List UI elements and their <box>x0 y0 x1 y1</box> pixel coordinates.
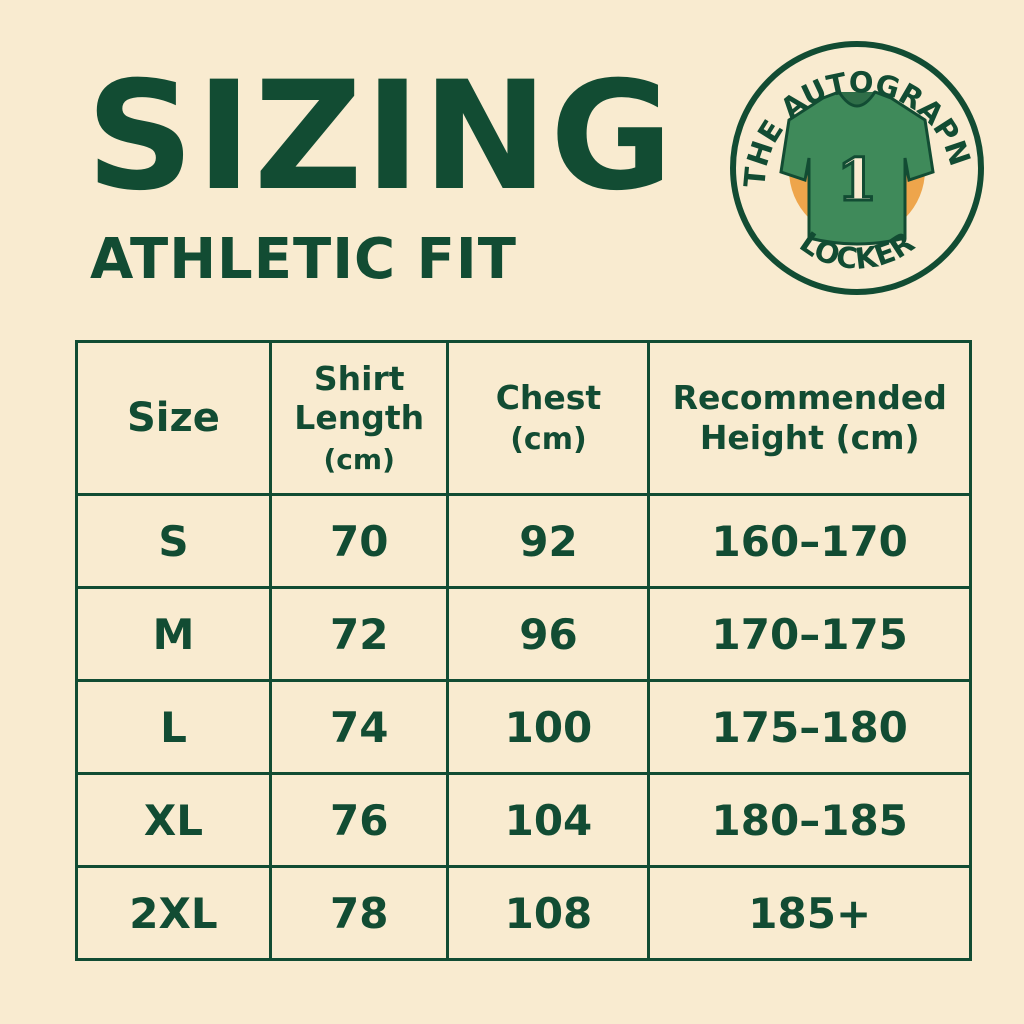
cell-chest: 104 <box>446 772 651 868</box>
table-row: 2XL 78 108 185+ <box>75 865 972 961</box>
header-size: Size <box>75 340 272 496</box>
cell-size: XL <box>75 772 272 868</box>
table-row: M 72 96 170–175 <box>75 586 972 682</box>
header-recommended-height: Recommended Height (cm) <box>647 340 972 496</box>
cell-shirt-length: 76 <box>268 772 450 868</box>
jersey-icon: 1 <box>779 90 935 246</box>
cell-shirt-length: 72 <box>268 586 450 682</box>
cell-recommended-height: 160–170 <box>647 493 972 589</box>
cell-chest: 92 <box>446 493 651 589</box>
cell-size: M <box>75 586 272 682</box>
table-row: L 74 100 175–180 <box>75 679 972 775</box>
cell-shirt-length: 78 <box>268 865 450 961</box>
page-subtitle: ATHLETIC FIT <box>90 227 517 292</box>
table-row: S 70 92 160–170 <box>75 493 972 589</box>
cell-shirt-length: 74 <box>268 679 450 775</box>
autograph-locker-logo: 1 THE AUTOGRAPN LOCKER <box>730 41 984 295</box>
cell-chest: 108 <box>446 865 651 961</box>
size-table: Size Shirt Length (cm) Chest (cm) Recommend… <box>75 340 972 961</box>
cell-chest: 96 <box>446 586 651 682</box>
cell-recommended-height: 175–180 <box>647 679 972 775</box>
cell-shirt-length: 70 <box>268 493 450 589</box>
cell-size: 2XL <box>75 865 272 961</box>
header-chest: Chest (cm) <box>446 340 651 496</box>
cell-size: S <box>75 493 272 589</box>
cell-recommended-height: 185+ <box>647 865 972 961</box>
table-header-row: Size Shirt Length (cm) Chest (cm) Recommend… <box>75 340 972 496</box>
cell-size: L <box>75 679 272 775</box>
cell-recommended-height: 170–175 <box>647 586 972 682</box>
cell-chest: 100 <box>446 679 651 775</box>
page-title: SIZING <box>86 50 676 224</box>
cell-recommended-height: 180–185 <box>647 772 972 868</box>
table-row: XL 76 104 180–185 <box>75 772 972 868</box>
header-shirt-length: Shirt Length (cm) <box>268 340 450 496</box>
jersey-number: 1 <box>837 146 877 214</box>
